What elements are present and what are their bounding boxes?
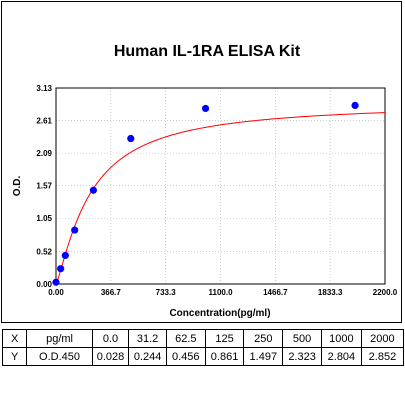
x-tick-label: 1466.7 bbox=[263, 288, 288, 297]
table-cell: 125 bbox=[204, 329, 245, 348]
chart-svg: Human IL-1RA ELISA Kit 0.00 0.52 1.05 1.57 2… bbox=[12, 43, 398, 319]
tick-labels: 0.00 0.52 1.05 1.57 2.09 2.61 3.13 0.00 366.7 733… bbox=[36, 84, 397, 297]
chart-frame bbox=[1, 1, 402, 323]
y-tick-label: 0.52 bbox=[36, 247, 52, 256]
table-cell: 0.456 bbox=[165, 347, 206, 366]
table-cell: 500 bbox=[282, 329, 322, 348]
table-cell: 62.5 bbox=[165, 329, 206, 348]
table-cell: 2000 bbox=[360, 329, 405, 348]
row-header-cell: Y bbox=[1, 347, 28, 366]
y-tick-label: 2.61 bbox=[36, 117, 52, 126]
data-point bbox=[351, 101, 359, 110]
row-header-cell: X bbox=[1, 329, 28, 348]
table-cell: 1000 bbox=[320, 329, 362, 348]
table-cell: 0.244 bbox=[128, 347, 167, 366]
data-point bbox=[57, 265, 65, 273]
table-row: Y O.D.450 0.028 0.244 0.456 0.861 1.497 2.323 2.… bbox=[1, 347, 405, 366]
data-point bbox=[61, 251, 69, 260]
x-tick-label: 0.00 bbox=[48, 288, 64, 297]
table-cell: pg/ml bbox=[26, 329, 93, 348]
table-cell: 2.852 bbox=[360, 347, 405, 366]
y-tick-label: 3.13 bbox=[36, 84, 52, 93]
y-tick-label: 1.57 bbox=[36, 182, 52, 191]
table-cell: 31.2 bbox=[128, 329, 167, 348]
table-cell: O.D.450 bbox=[26, 347, 93, 366]
x-tick-label: 733.3 bbox=[156, 288, 177, 297]
grid-layer bbox=[56, 88, 385, 284]
data-point bbox=[52, 278, 60, 286]
x-tick-label: 1833.3 bbox=[318, 288, 343, 297]
plot-area bbox=[55, 87, 386, 285]
y-tick-label: 1.05 bbox=[36, 214, 52, 223]
table-cell: 2.323 bbox=[282, 347, 322, 366]
y-tick-label: 0.00 bbox=[36, 280, 52, 289]
x-tick-label: 366.7 bbox=[101, 288, 122, 297]
chart-title: Human IL-1RA ELISA Kit bbox=[114, 43, 301, 60]
table-cell: 2.804 bbox=[320, 347, 362, 366]
data-point bbox=[201, 104, 210, 113]
data-point bbox=[71, 226, 79, 234]
table-cell: 0.0 bbox=[91, 329, 130, 348]
x-tick-label: 2200.0 bbox=[373, 288, 398, 297]
table-cell: 250 bbox=[243, 329, 284, 348]
data-points bbox=[52, 101, 359, 286]
y-axis-label: O.D. bbox=[12, 176, 23, 197]
data-point bbox=[89, 186, 97, 194]
table-cell: 0.861 bbox=[204, 347, 245, 366]
table-cell: 1.497 bbox=[243, 347, 284, 366]
x-tick-label: 1100.0 bbox=[208, 288, 233, 297]
data-point bbox=[127, 134, 135, 143]
table-cell: 0.028 bbox=[91, 347, 130, 366]
fit-curve bbox=[55, 112, 386, 285]
y-tick-label: 2.09 bbox=[36, 149, 52, 158]
x-axis-label: Concentration(pg/ml) bbox=[169, 308, 270, 319]
